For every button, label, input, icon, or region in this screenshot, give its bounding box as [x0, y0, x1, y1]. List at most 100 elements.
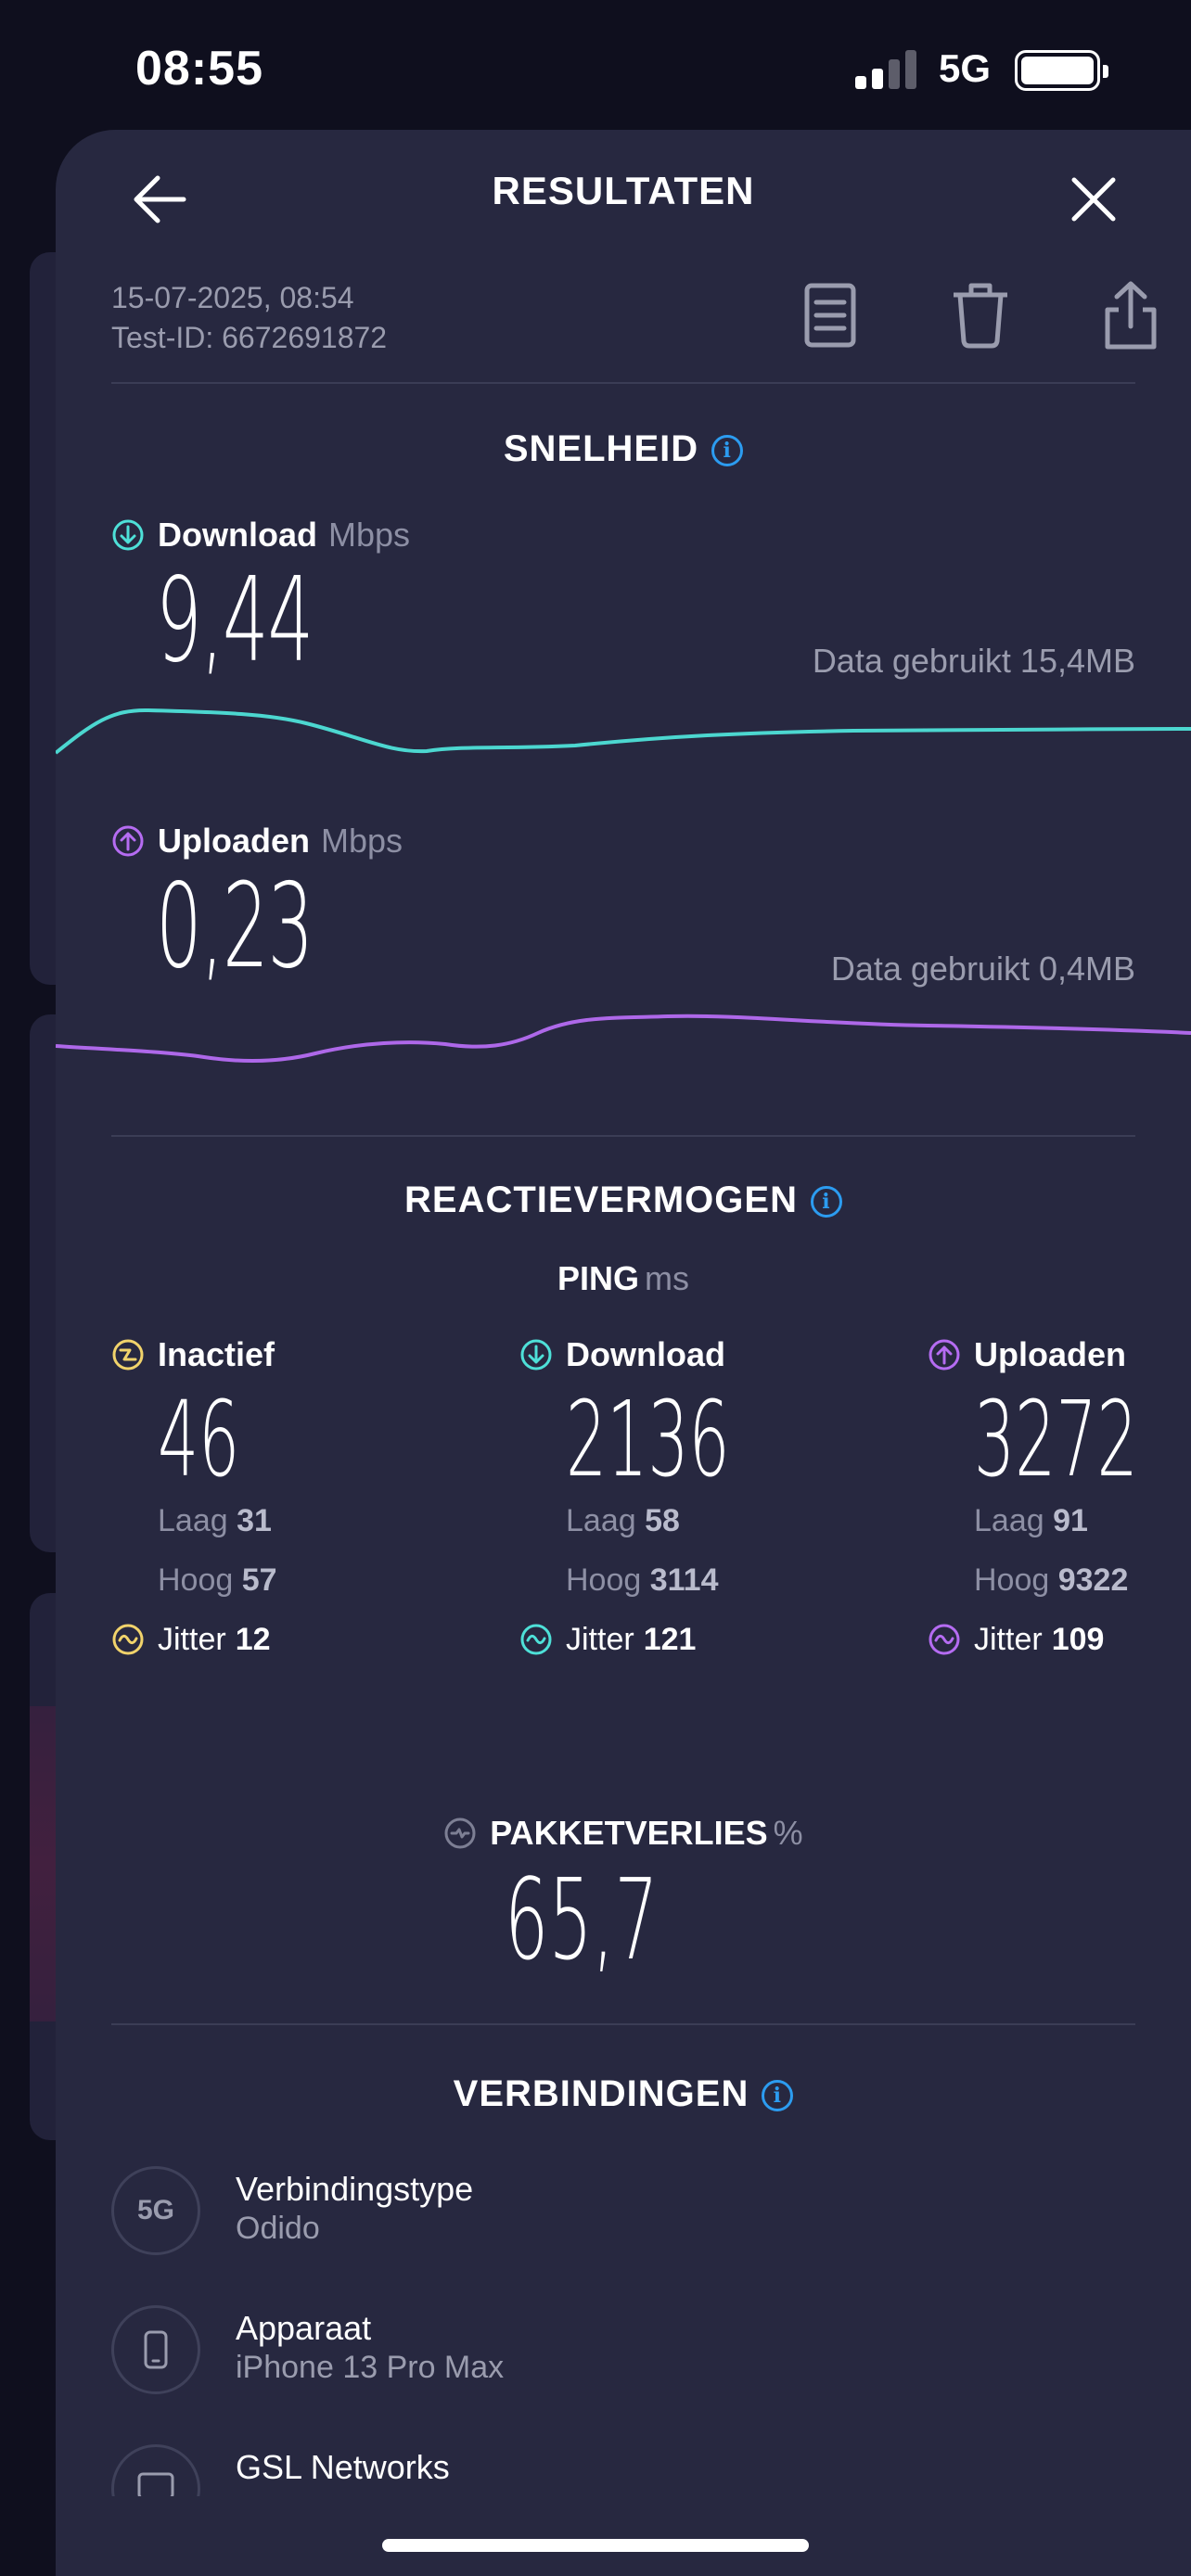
high-label: Hoog — [974, 1562, 1050, 1598]
ping-label: PING ms — [56, 1259, 1191, 1298]
packet-loss-unit: % — [773, 1814, 803, 1852]
ping-download-low: Laag 58 — [566, 1491, 872, 1550]
ping-label-text: PING — [557, 1259, 639, 1297]
status-time: 08:55 — [135, 42, 263, 96]
section-title-speed: SNELHEID i — [56, 428, 1191, 470]
low-label: Laag — [566, 1503, 636, 1538]
ping-upload-value: 3272 — [974, 1380, 1138, 1500]
info-icon[interactable]: i — [711, 435, 744, 466]
high-label: Hoog — [566, 1562, 642, 1598]
info-icon[interactable]: i — [762, 2080, 794, 2111]
network-type: 5G — [939, 46, 992, 90]
trash-icon[interactable] — [948, 278, 1013, 352]
arrow-left-icon[interactable] — [128, 167, 193, 232]
divider — [111, 2023, 1135, 2025]
low-value: 31 — [237, 1503, 272, 1538]
download-data-used: Data gebruikt 15,4MB — [812, 642, 1135, 680]
ping-download-high: Hoog 3114 — [566, 1550, 872, 1610]
device-value: iPhone 13 Pro Max — [236, 2350, 505, 2385]
ping-upload-low: Laag 91 — [974, 1491, 1191, 1550]
page-title: RESULTATEN — [492, 169, 755, 212]
jitter-value: 109 — [1051, 1622, 1105, 1657]
5g-icon-label: 5G — [136, 2195, 175, 2225]
download-label: Download Mbps — [111, 516, 410, 555]
ping-upload-label: Uploaden — [928, 1335, 1191, 1374]
low-value: 91 — [1053, 1503, 1088, 1538]
test-meta: 15-07-2025, 08:54 Test-ID: 6672691872 — [111, 278, 387, 358]
test-id: Test-ID: 6672691872 — [111, 321, 388, 354]
jitter-value: 121 — [643, 1622, 697, 1657]
document-icon[interactable] — [798, 278, 863, 352]
ping-column-idle: Inactief 46 Laag 31 Hoog 57 Jitter 12 — [111, 1335, 464, 1669]
ping-column-download: Download 2136 Laag 58 Hoog 3114 Jitter 12… — [519, 1335, 872, 1669]
upload-label-text: Uploaden — [158, 822, 311, 860]
upload-label: Uploaden Mbps — [111, 822, 403, 861]
download-unit: Mbps — [327, 516, 411, 554]
jitter-value: 12 — [235, 1622, 271, 1657]
ping-idle-high: Hoog 57 — [158, 1550, 464, 1610]
divider — [111, 382, 1135, 384]
packet-loss-icon — [444, 1817, 476, 1849]
home-indicator[interactable] — [382, 2539, 809, 2552]
background-decoration — [30, 1706, 58, 2021]
ping-idle-label-text: Inactief — [158, 1335, 275, 1373]
connection-type-title: Verbindingstype — [236, 2170, 474, 2208]
ping-download-value: 2136 — [566, 1380, 730, 1500]
packet-loss-label-text: PAKKETVERLIES — [490, 1814, 768, 1852]
download-label-text: Download — [158, 516, 317, 554]
upload-arrow-icon — [928, 1339, 960, 1371]
divider — [111, 1135, 1135, 1137]
upload-value: 0,23 — [156, 858, 314, 994]
connections-title: VERBINDINGEN — [453, 2073, 749, 2114]
ping-idle-low: Laag 31 — [158, 1491, 464, 1550]
packet-loss-label: PAKKETVERLIES% — [56, 1814, 1191, 1853]
ping-unit: ms — [645, 1259, 689, 1297]
low-label: Laag — [974, 1503, 1044, 1538]
low-label: Laag — [158, 1503, 228, 1538]
ping-download-label-text: Download — [566, 1335, 725, 1373]
jitter-icon — [520, 1624, 552, 1655]
connection-type-value: Odido — [236, 2211, 320, 2246]
upload-arrow-icon — [112, 825, 144, 857]
section-title-responsiveness: REACTIEVERMOGEN i — [56, 1180, 1191, 1221]
ping-upload-label-text: Uploaden — [974, 1335, 1127, 1373]
idle-icon — [112, 1339, 144, 1371]
signal-strength-icon — [855, 50, 918, 89]
speed-title: SNELHEID — [503, 428, 699, 469]
share-icon[interactable] — [1098, 278, 1163, 352]
device-title: Apparaat — [236, 2309, 372, 2347]
upload-data-used: Data gebruikt 0,4MB — [830, 950, 1135, 988]
phone-icon — [111, 2305, 200, 2394]
info-icon[interactable]: i — [810, 1186, 842, 1218]
high-value: 9322 — [1057, 1562, 1129, 1598]
ping-download-jitter: Jitter 121 — [519, 1610, 872, 1669]
jitter-label: Jitter — [566, 1622, 634, 1657]
results-sheet: RESULTATEN 15-07-2025, 08:54 Test-ID: 66… — [56, 130, 1191, 2576]
packet-loss-value: 65,7 — [505, 1856, 659, 1985]
low-value: 58 — [645, 1503, 680, 1538]
download-speed-graph — [56, 708, 1191, 755]
jitter-icon — [928, 1624, 960, 1655]
high-value: 57 — [241, 1562, 277, 1598]
jitter-label: Jitter — [158, 1622, 226, 1657]
connection-item-type: 5G Verbindingstype Odido — [111, 2166, 1135, 2259]
ping-upload-high: Hoog 9322 — [974, 1550, 1191, 1610]
jitter-label: Jitter — [974, 1622, 1043, 1657]
server-icon — [111, 2444, 200, 2496]
download-arrow-icon — [520, 1339, 552, 1371]
connection-item-server: GSL Networks — [111, 2444, 1135, 2496]
close-icon[interactable] — [1061, 167, 1126, 232]
high-value: 3114 — [649, 1562, 719, 1598]
upload-speed-graph — [56, 1014, 1191, 1064]
ping-upload-jitter: Jitter 109 — [928, 1610, 1191, 1669]
responsiveness-title: REACTIEVERMOGEN — [404, 1180, 798, 1220]
server-title: GSL Networks — [236, 2448, 450, 2486]
ping-idle-value: 46 — [158, 1380, 240, 1500]
section-title-connections: VERBINDINGEN i — [56, 2073, 1191, 2115]
test-datetime: 15-07-2025, 08:54 — [111, 281, 354, 314]
ping-idle-label: Inactief — [111, 1335, 464, 1374]
upload-unit: Mbps — [321, 822, 403, 860]
ping-download-label: Download — [519, 1335, 872, 1374]
high-label: Hoog — [158, 1562, 234, 1598]
5g-icon: 5G — [111, 2166, 200, 2255]
